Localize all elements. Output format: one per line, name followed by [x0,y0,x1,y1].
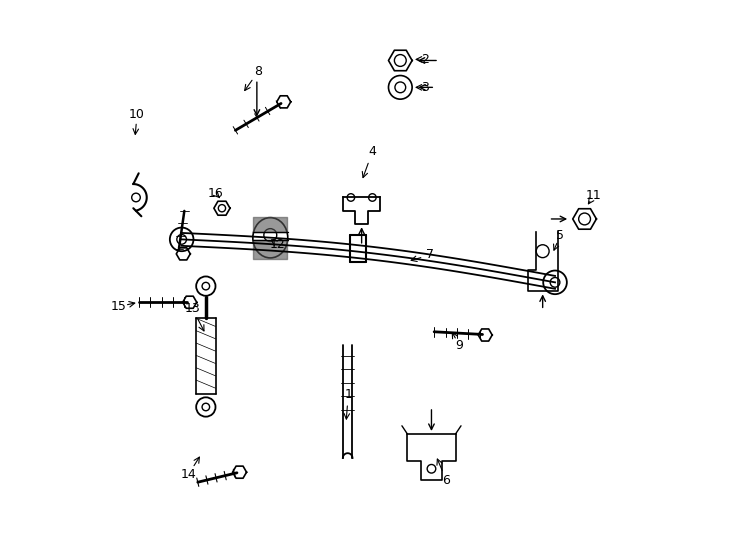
Text: 4: 4 [368,145,377,158]
Text: 9: 9 [456,339,463,352]
Text: 2: 2 [421,53,429,66]
Text: 8: 8 [255,65,263,78]
Text: 3: 3 [421,81,429,94]
Text: 12: 12 [269,238,285,251]
Text: 13: 13 [184,302,200,315]
Text: 15: 15 [111,300,127,313]
Text: 11: 11 [586,190,602,202]
Text: 5: 5 [556,228,564,241]
Text: 10: 10 [129,107,145,121]
Text: 7: 7 [426,248,435,261]
Text: 1: 1 [344,388,352,401]
Text: 14: 14 [181,468,197,481]
Text: 6: 6 [443,474,451,487]
Text: 16: 16 [208,187,223,200]
